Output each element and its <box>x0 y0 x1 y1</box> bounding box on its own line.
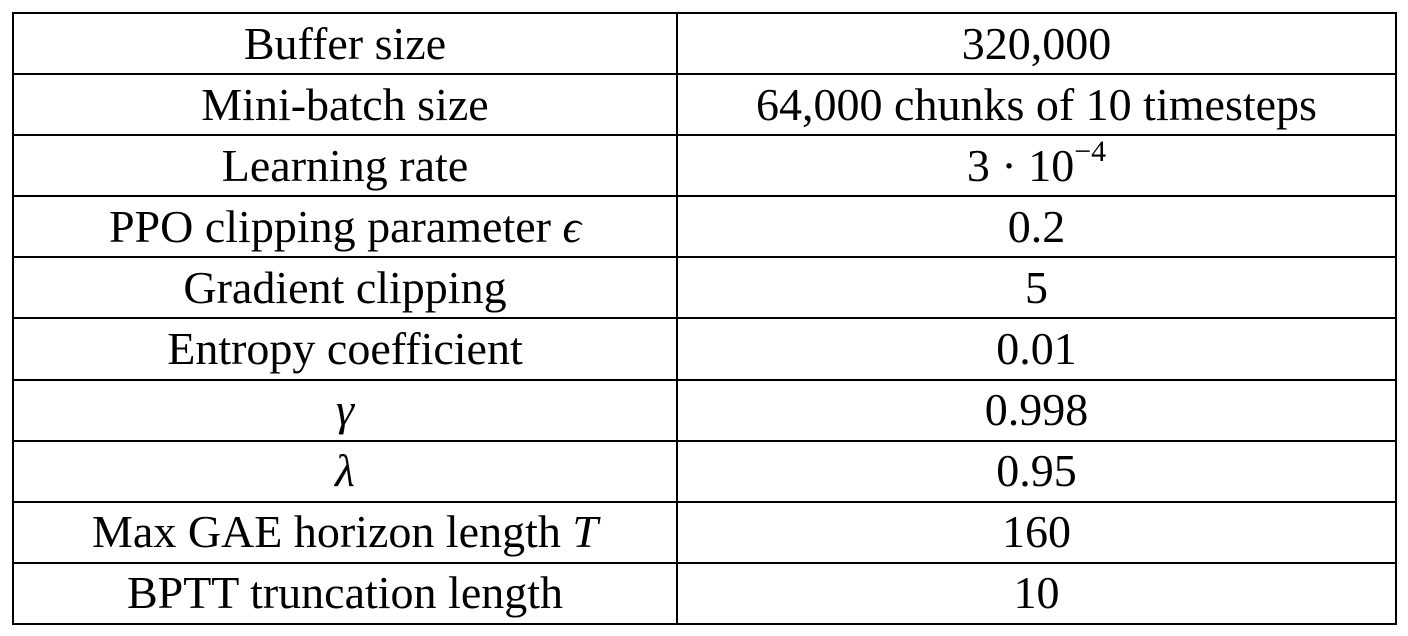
table-row: Learning rate 3 · 10−4 <box>12 134 1397 198</box>
value-cell: 0.998 <box>676 378 1397 442</box>
value-cell: 320,000 <box>676 11 1397 76</box>
param-symbol: ϵ <box>562 200 582 252</box>
param-cell: Learning rate <box>12 134 678 198</box>
table-row: λ 0.95 <box>12 439 1397 503</box>
value-cell: 3 · 10−4 <box>676 134 1397 198</box>
param-value-exponent: −4 <box>1074 135 1107 168</box>
param-cell: Entropy coefficient <box>12 317 678 381</box>
param-value: 0.2 <box>1007 200 1066 252</box>
param-label: Buffer size <box>243 17 447 69</box>
param-label: Entropy coefficient <box>167 323 523 375</box>
value-cell: 0.01 <box>676 317 1397 381</box>
param-value: 5 <box>1025 261 1048 313</box>
param-cell: Buffer size <box>12 11 678 76</box>
value-cell: 160 <box>676 500 1397 564</box>
param-value: 0.01 <box>996 323 1077 375</box>
table-row: γ 0.998 <box>12 378 1397 442</box>
param-cell: λ <box>12 439 678 503</box>
param-label: Mini-batch size <box>201 78 489 130</box>
table-row: PPO clipping parameter ϵ 0.2 <box>12 195 1397 259</box>
table-row: Mini-batch size 64,000 chunks of 10 time… <box>12 73 1397 137</box>
table-row: Entropy coefficient 0.01 <box>12 317 1397 381</box>
value-cell: 64,000 chunks of 10 timesteps <box>676 73 1397 137</box>
param-value: 0.998 <box>984 384 1089 436</box>
value-cell: 5 <box>676 256 1397 320</box>
param-value: 64,000 chunks of 10 timesteps <box>756 78 1317 130</box>
param-cell: Max GAE horizon length T <box>12 500 678 564</box>
param-label: PPO clipping parameter <box>108 200 551 252</box>
value-cell: 0.2 <box>676 195 1397 259</box>
param-cell: γ <box>12 378 678 442</box>
param-symbol: λ <box>335 445 355 497</box>
param-value-base: 3 · 10 <box>966 139 1075 191</box>
param-label: Gradient clipping <box>183 261 507 313</box>
hyperparameter-table: Buffer size 320,000 Mini-batch size 64,0… <box>12 11 1397 626</box>
param-label: BPTT truncation length <box>126 567 564 619</box>
param-cell: Gradient clipping <box>12 256 678 320</box>
param-symbol: γ <box>335 384 355 436</box>
param-cell: PPO clipping parameter ϵ <box>12 195 678 259</box>
table-row: Max GAE horizon length T 160 <box>12 500 1397 564</box>
table-row: Gradient clipping 5 <box>12 256 1397 320</box>
param-value: 10 <box>1013 567 1060 619</box>
value-cell: 10 <box>676 561 1397 626</box>
param-cell: Mini-batch size <box>12 73 678 137</box>
table-row: BPTT truncation length 10 <box>12 561 1397 626</box>
param-label: Learning rate <box>221 139 469 191</box>
param-value: 320,000 <box>961 17 1112 69</box>
table-row: Buffer size 320,000 <box>12 11 1397 76</box>
hyperparameter-table-container: Buffer size 320,000 Mini-batch size 64,0… <box>12 11 1397 626</box>
param-label: Max GAE horizon length <box>92 506 561 558</box>
value-cell: 0.95 <box>676 439 1397 503</box>
param-value: 160 <box>1002 506 1071 558</box>
param-symbol: T <box>572 506 598 558</box>
param-value: 0.95 <box>996 445 1077 497</box>
param-cell: BPTT truncation length <box>12 561 678 626</box>
